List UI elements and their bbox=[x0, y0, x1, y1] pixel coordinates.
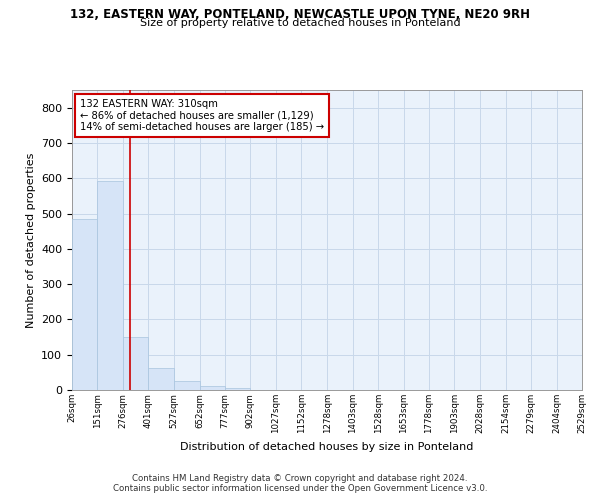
Bar bbox=[72, 219, 97, 390]
Bar bbox=[123, 337, 148, 390]
Text: 132, EASTERN WAY, PONTELAND, NEWCASTLE UPON TYNE, NE20 9RH: 132, EASTERN WAY, PONTELAND, NEWCASTLE U… bbox=[70, 8, 530, 20]
Text: 132 EASTERN WAY: 310sqm
← 86% of detached houses are smaller (1,129)
14% of semi: 132 EASTERN WAY: 310sqm ← 86% of detache… bbox=[80, 99, 324, 132]
Bar bbox=[97, 180, 123, 390]
Bar bbox=[148, 368, 174, 390]
Bar bbox=[174, 381, 200, 390]
Bar bbox=[200, 386, 225, 390]
Text: Distribution of detached houses by size in Ponteland: Distribution of detached houses by size … bbox=[181, 442, 473, 452]
Y-axis label: Number of detached properties: Number of detached properties bbox=[26, 152, 35, 328]
Text: Size of property relative to detached houses in Ponteland: Size of property relative to detached ho… bbox=[140, 18, 460, 28]
Bar bbox=[225, 388, 250, 390]
Text: Contains HM Land Registry data © Crown copyright and database right 2024.: Contains HM Land Registry data © Crown c… bbox=[132, 474, 468, 483]
Text: Contains public sector information licensed under the Open Government Licence v3: Contains public sector information licen… bbox=[113, 484, 487, 493]
